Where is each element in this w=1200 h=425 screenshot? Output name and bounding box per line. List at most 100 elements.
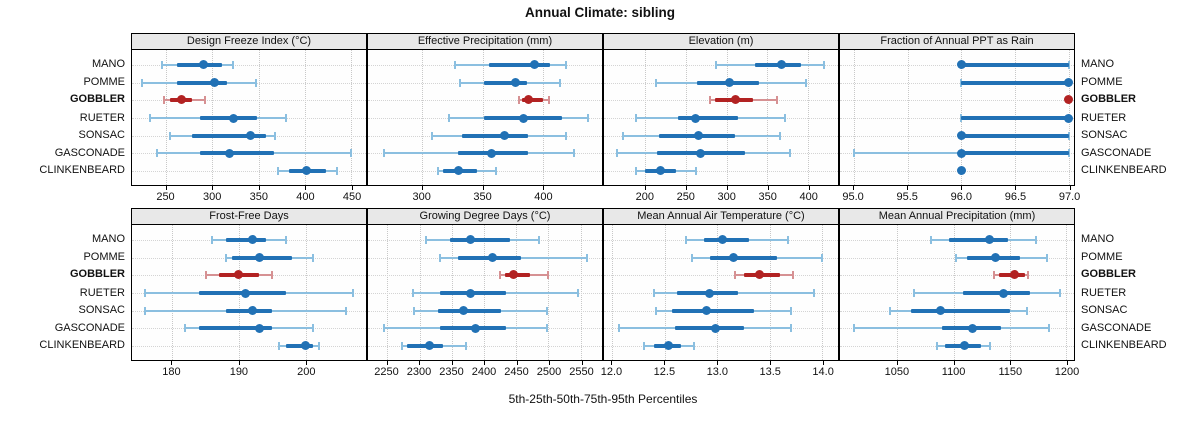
interquartile-bar-rueter xyxy=(200,116,257,121)
whisker-cap xyxy=(144,306,147,315)
median-dot-rueter xyxy=(229,113,239,123)
axis-tick xyxy=(305,186,307,190)
whisker-cap xyxy=(564,131,567,140)
whisker-cap xyxy=(821,253,824,262)
whisker-cap xyxy=(1034,235,1037,244)
whisker-cap xyxy=(545,306,548,315)
whisker-cap xyxy=(204,95,207,104)
site-label-gasconade: GASCONADE xyxy=(1081,146,1152,159)
whisker-cap xyxy=(654,78,657,87)
panel-mean-annual-air-temperature-c: Mean Annual Air Temperature (°C) 12.0 12.5… xyxy=(601,208,839,383)
whisker-cap xyxy=(382,149,385,157)
whisker-cap xyxy=(464,341,467,350)
whisker-cap xyxy=(545,324,548,332)
panel-plot xyxy=(132,225,366,360)
whisker-cap xyxy=(494,166,497,175)
gridline-vertical xyxy=(422,50,424,185)
whisker-cap xyxy=(778,131,781,140)
site-label-pomme: POMME xyxy=(83,251,125,264)
median-dot-gasconade xyxy=(486,148,496,158)
whisker-cap xyxy=(141,78,144,87)
whisker-cap xyxy=(586,253,589,262)
median-dot-clinkenbeard xyxy=(956,166,966,176)
whisker-cap xyxy=(277,166,280,175)
panel-header: Effective Precipitation (mm) xyxy=(368,34,602,50)
whisker-cap xyxy=(284,114,287,123)
site-label-gobbler: GOBBLER xyxy=(1081,93,1136,106)
median-dot-mano xyxy=(718,235,728,245)
site-label-rueter: RUETER xyxy=(1081,111,1127,124)
site-label-sonsac: SONSAC xyxy=(1081,129,1128,142)
axis-tick-label: 400 xyxy=(799,191,818,203)
axis-tick-label: 2550 xyxy=(569,366,594,378)
axis-tick xyxy=(808,186,810,190)
whisker-cap xyxy=(784,114,787,123)
axis-tick xyxy=(212,186,214,190)
whisker-cap xyxy=(350,149,353,157)
axis-tick xyxy=(451,361,453,365)
axis-tick xyxy=(853,186,855,190)
axis-tick xyxy=(543,186,545,190)
panel-box: Effective Precipitation (mm) xyxy=(367,33,603,186)
whisker-cap xyxy=(318,341,321,350)
axis-tick-label: 200 xyxy=(635,191,654,203)
panel-mean-annual-precipitation-mm: Mean Annual Precipitation (mm) 1050 1100 11… xyxy=(839,208,1079,383)
panel-plot xyxy=(368,225,602,360)
gridline-vertical xyxy=(387,225,389,360)
axis-tick-label: 2250 xyxy=(374,366,399,378)
median-dot-clinkenbeard xyxy=(656,166,666,176)
whisker-cap xyxy=(184,324,187,332)
interquartile-bar-pomme xyxy=(177,80,228,85)
median-dot-gobbler xyxy=(754,270,764,280)
site-label-pomme: POMME xyxy=(83,76,125,89)
median-dot-pomme xyxy=(1064,78,1074,88)
axis-tick xyxy=(726,186,728,190)
whisker-cap xyxy=(691,253,694,262)
axis-tick xyxy=(1015,186,1017,190)
axis-tick-label: 250 xyxy=(156,191,175,203)
axis-tick xyxy=(907,186,909,190)
gridline-horizontal xyxy=(840,118,1074,120)
panel-design-freeze-index-c: Design Freeze Index (°C) 250 300 350 400 450 xyxy=(131,33,367,208)
whisker-cap xyxy=(160,60,163,69)
interquartile-bar-sonsac xyxy=(961,133,1069,138)
whisker-cap xyxy=(311,253,314,262)
panel-box: Design Freeze Index (°C) xyxy=(131,33,367,186)
whisker-cap xyxy=(1046,253,1048,262)
axis-tick xyxy=(352,186,354,190)
median-dot-gobbler xyxy=(234,270,244,280)
whisker-cap xyxy=(621,131,624,140)
site-label-sonsac: SONSAC xyxy=(1081,304,1128,317)
axis-tick-label: 1200 xyxy=(1054,366,1080,378)
site-label-gasconade: GASCONADE xyxy=(54,146,125,159)
median-dot-gasconade xyxy=(224,148,234,158)
axis-tick xyxy=(238,361,240,365)
site-label-gobbler: GOBBLER xyxy=(70,93,125,106)
whisker-cap xyxy=(935,341,938,350)
whisker-cap xyxy=(888,306,891,315)
interquartile-bar-sonsac xyxy=(462,133,529,138)
axis-tick xyxy=(611,361,613,365)
median-dot-pomme xyxy=(254,253,264,263)
median-dot-gasconade xyxy=(968,323,978,333)
whisker-cap xyxy=(1067,149,1070,157)
axis-tick-label: 190 xyxy=(229,366,249,378)
median-dot-sonsac xyxy=(247,306,257,316)
axis-tick-label: 2400 xyxy=(471,366,497,378)
whisker-cap xyxy=(1067,60,1070,69)
panel-plot xyxy=(132,50,366,185)
whisker-cap xyxy=(336,166,339,175)
gridline-vertical xyxy=(807,50,809,185)
whisker-cap xyxy=(573,149,576,157)
site-label-mano: MANO xyxy=(92,58,125,71)
gridline-horizontal xyxy=(368,345,602,347)
whisker-cap xyxy=(852,149,855,157)
axis-tick-label: 97.0 xyxy=(1058,191,1081,203)
whisker-cap xyxy=(311,324,314,332)
interquartile-bar-gasconade xyxy=(675,326,744,330)
axis-tick xyxy=(961,186,963,190)
site-label-pomme: POMME xyxy=(1081,76,1123,89)
median-dot-mano xyxy=(247,235,257,245)
axis-tick xyxy=(644,186,646,190)
